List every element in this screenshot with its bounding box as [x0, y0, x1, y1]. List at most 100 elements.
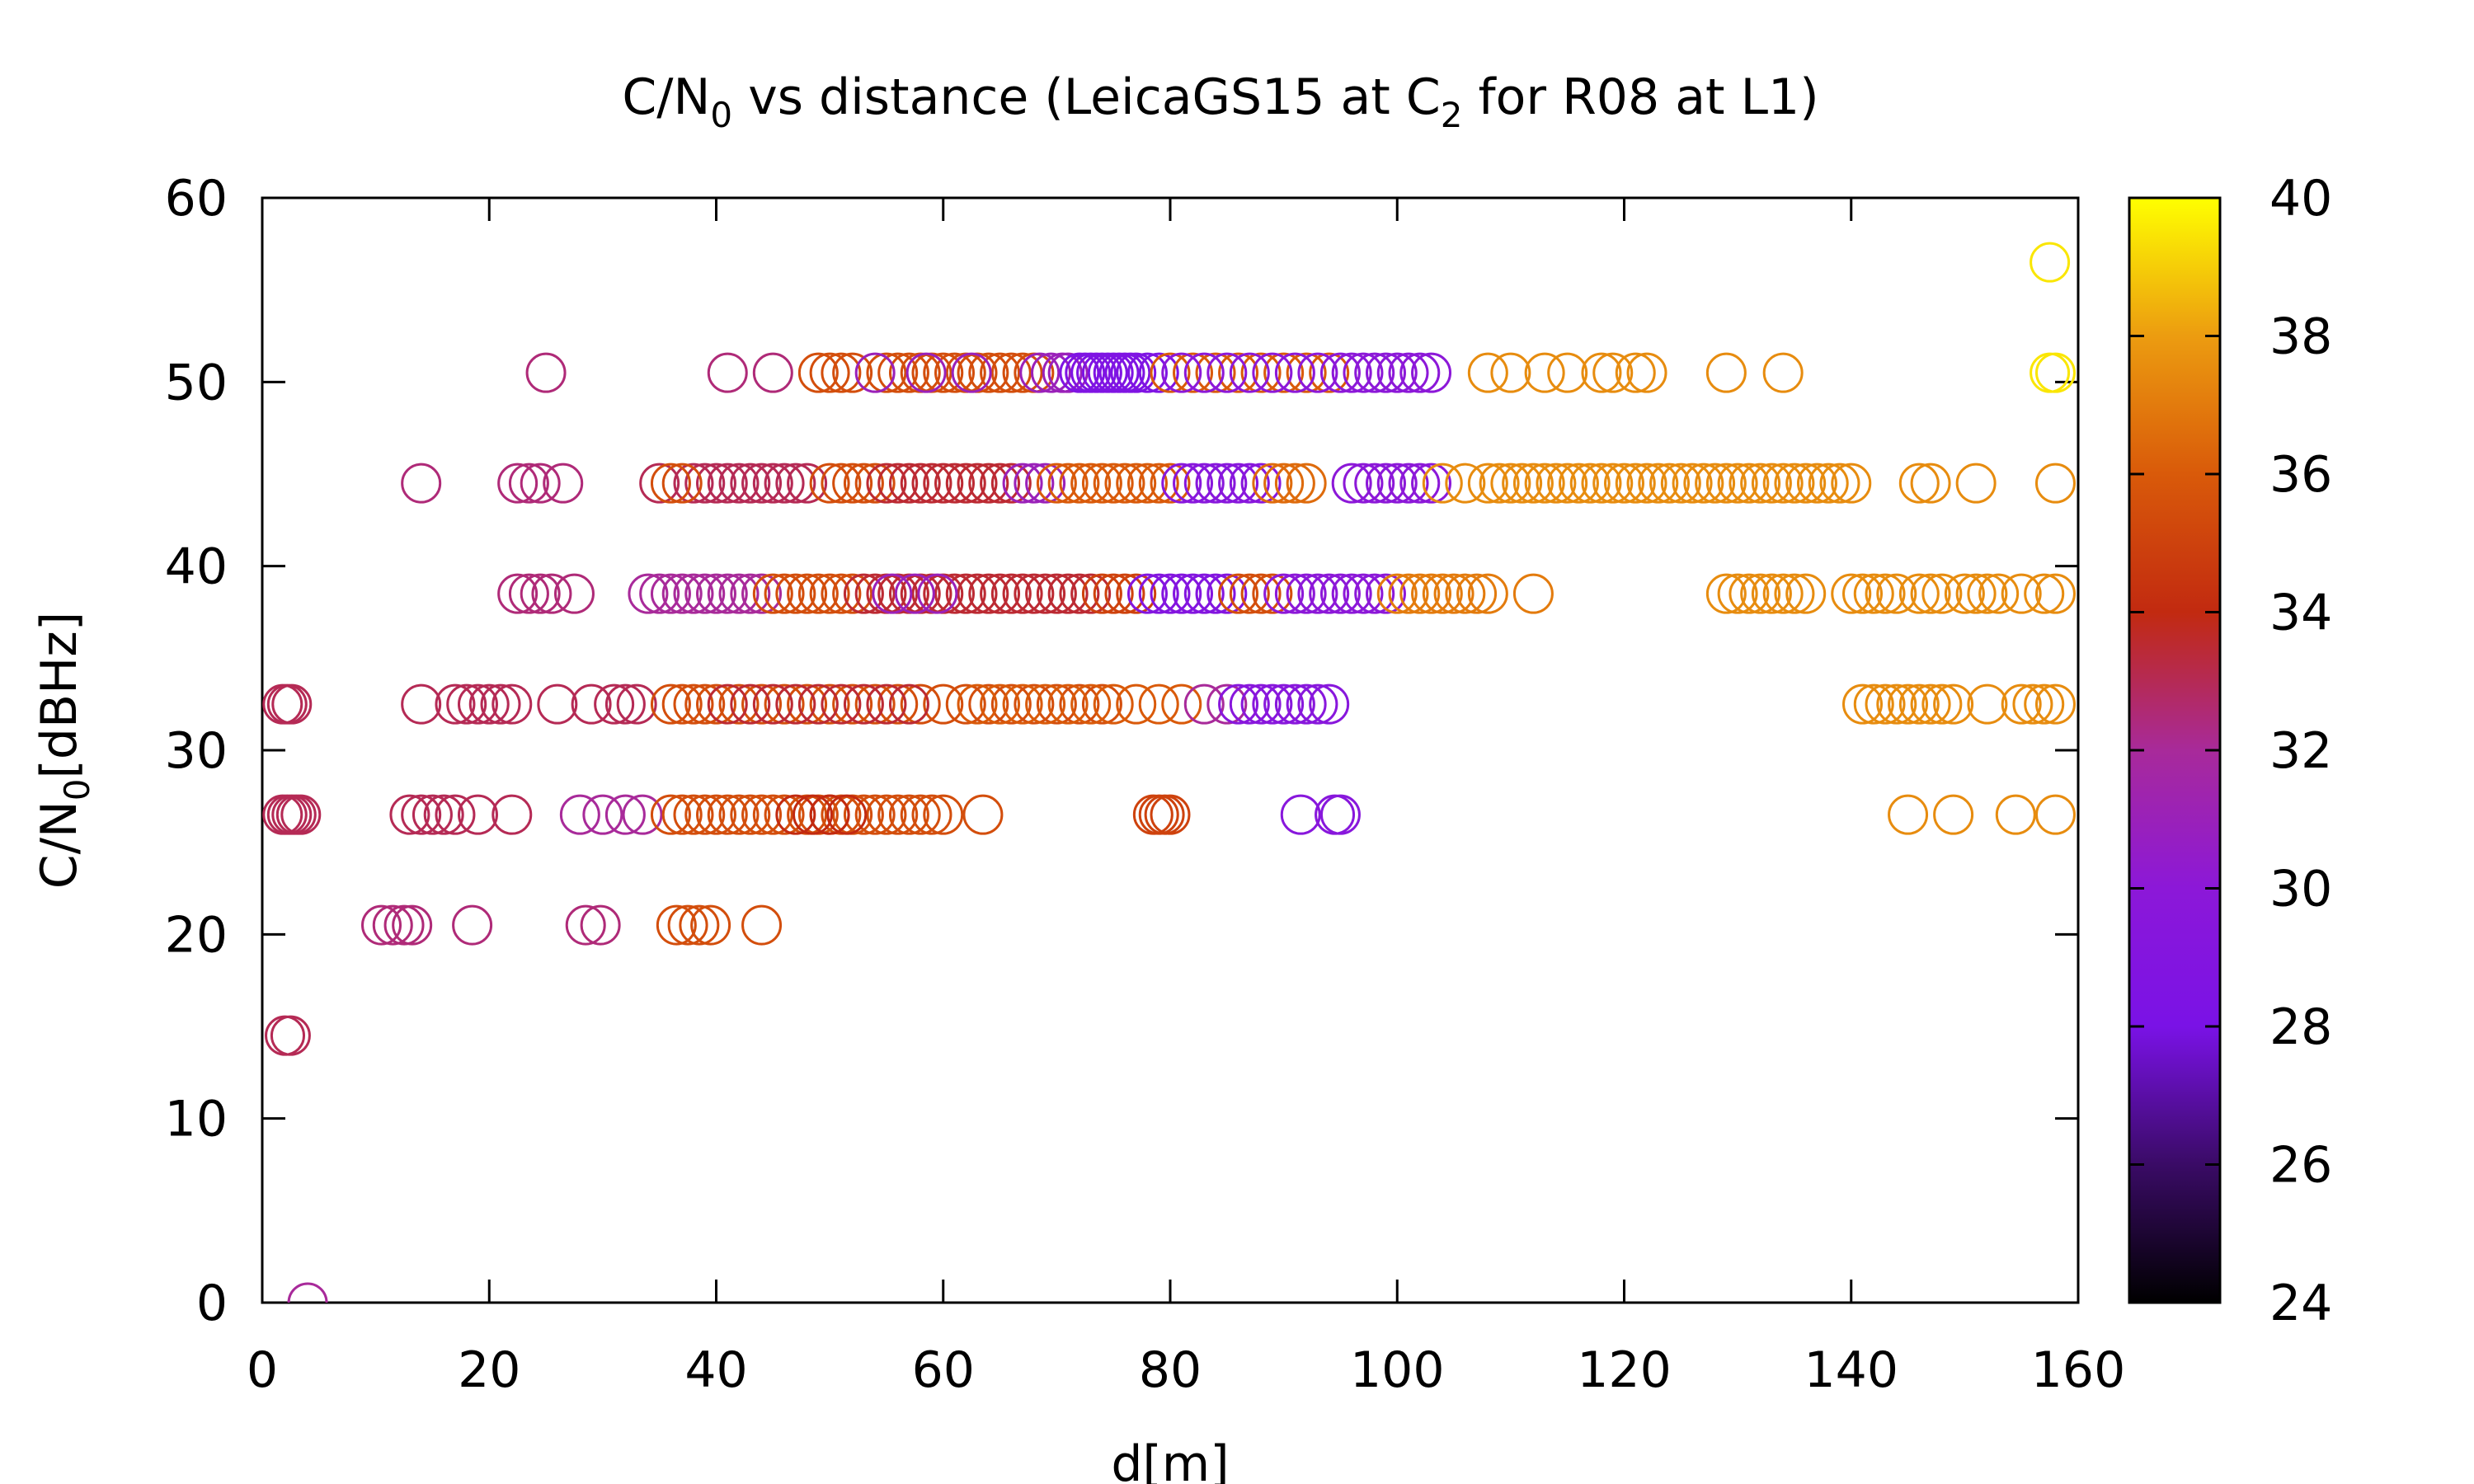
data-point [1183, 352, 1225, 393]
data-point [1978, 573, 2020, 614]
data-point [1819, 463, 1860, 504]
data-point [1842, 573, 1884, 614]
data-point [1729, 463, 1770, 504]
data-point [582, 794, 623, 835]
chart-title: C/N0 vs distance (LeicaGS15 at C2 for R0… [622, 68, 1818, 135]
data-point [1070, 463, 1112, 504]
data-point [1274, 463, 1315, 504]
x-tick-label: 120 [1577, 1341, 1672, 1399]
data-point [1592, 352, 1634, 393]
data-point [990, 683, 1032, 725]
data-point [957, 573, 998, 614]
data-point [1751, 573, 1792, 614]
data-point [1547, 463, 1588, 504]
data-point [497, 463, 539, 504]
data-point [661, 794, 703, 835]
data-point [1490, 352, 1531, 393]
data-point [900, 463, 941, 504]
data-point [508, 463, 549, 504]
data-point [1705, 463, 1747, 504]
data-point [1002, 573, 1043, 614]
data-point [1183, 463, 1225, 504]
data-point [1116, 463, 1157, 504]
data-point [787, 683, 828, 725]
data-point [1047, 573, 1089, 614]
data-point [854, 352, 896, 393]
data-point [492, 683, 533, 725]
data-point [1047, 683, 1089, 725]
data-point [1615, 463, 1656, 504]
data-point [843, 573, 884, 614]
data-point [1933, 794, 1974, 835]
data-point [752, 573, 793, 614]
data-point [854, 463, 896, 504]
data-point [1116, 352, 1157, 393]
data-point [2034, 683, 2076, 725]
data-point [1910, 683, 1951, 725]
data-point [1774, 463, 1815, 504]
data-point [832, 463, 873, 504]
data-point [1888, 794, 1929, 835]
data-point [1252, 463, 1293, 504]
data-point [1274, 352, 1315, 393]
data-point [1059, 683, 1100, 725]
title-part-a: C/N [622, 68, 710, 126]
data-point [1161, 573, 1202, 614]
data-point [616, 683, 657, 725]
data-point [389, 794, 430, 835]
data-point [1638, 463, 1679, 504]
data-point [741, 573, 783, 614]
data-point [1445, 463, 1486, 504]
data-point [1365, 463, 1406, 504]
data-point [1660, 463, 1701, 504]
data-point [923, 463, 964, 504]
data-point [1252, 573, 1293, 614]
data-point [730, 683, 771, 725]
data-point [1104, 463, 1145, 504]
data-point [604, 794, 646, 835]
colorbar [2128, 196, 2222, 1304]
data-point [650, 463, 691, 504]
data-point [1683, 463, 1724, 504]
data-point [1047, 352, 1089, 393]
data-point [1286, 463, 1327, 504]
data-point [383, 904, 425, 946]
data-point [457, 794, 498, 835]
data-point [1388, 463, 1429, 504]
data-point [604, 683, 646, 725]
data-point [1093, 573, 1134, 614]
data-point [990, 352, 1032, 393]
data-point [468, 683, 510, 725]
data-point [752, 794, 793, 835]
data-point [951, 352, 992, 393]
data-point [673, 463, 714, 504]
data-point [1173, 573, 1214, 614]
data-point [1581, 463, 1622, 504]
data-point [1195, 352, 1236, 393]
data-point [372, 904, 413, 946]
data-point [741, 794, 783, 835]
data-point [1014, 463, 1055, 504]
data-point [684, 683, 726, 725]
data-point [1512, 463, 1554, 504]
data-point [1138, 573, 1179, 614]
data-point [945, 573, 986, 614]
data-point [923, 794, 964, 835]
data-point [1933, 683, 1974, 725]
data-point [934, 573, 976, 614]
data-point [764, 794, 805, 835]
data-point [1116, 573, 1157, 614]
data-point [1331, 352, 1372, 393]
data-point [696, 573, 736, 614]
data-point [1263, 683, 1305, 725]
data-point [1116, 683, 1157, 725]
data-point [594, 683, 635, 725]
data-point [1173, 463, 1214, 504]
data-point [696, 794, 736, 835]
data-point [1025, 573, 1066, 614]
data-point [580, 904, 621, 946]
data-point [707, 352, 748, 393]
colorbar-tick-label: 40 [2269, 170, 2332, 228]
data-point [787, 463, 828, 504]
data-point [1898, 573, 1940, 614]
